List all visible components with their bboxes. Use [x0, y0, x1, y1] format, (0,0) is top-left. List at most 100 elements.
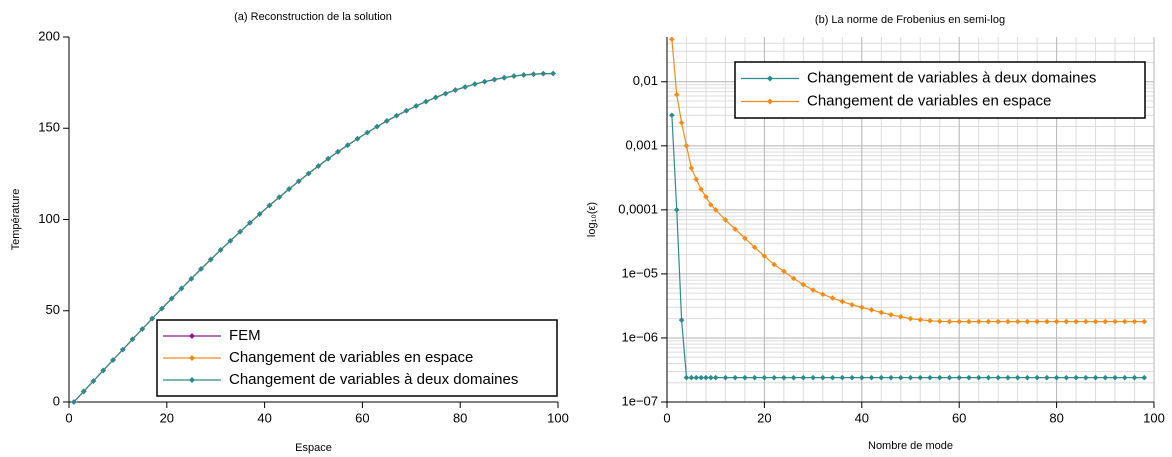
data-point [1005, 374, 1011, 381]
data-point [1073, 318, 1079, 325]
legend-marker [189, 333, 195, 339]
x-tick-label: 0 [65, 410, 72, 425]
x-tick-label: 20 [757, 410, 771, 425]
data-point [1092, 318, 1099, 325]
data-point [423, 98, 429, 105]
data-point [1102, 374, 1109, 381]
data-point [1024, 318, 1031, 325]
legend-box [156, 319, 558, 397]
data-point [286, 186, 292, 192]
legend-marker [767, 75, 773, 82]
data-point [247, 219, 253, 226]
data-point [511, 73, 517, 79]
data-point [771, 261, 777, 268]
data-point [1053, 318, 1060, 325]
data-point [1083, 374, 1089, 381]
x-tick-label: 0 [663, 410, 670, 425]
data-point [708, 201, 714, 208]
data-point [966, 374, 972, 381]
data-point [1121, 374, 1128, 381]
data-point [403, 107, 410, 114]
y-axis-label: Température [10, 189, 22, 251]
data-point [501, 74, 508, 81]
subplot: 1e−07 1e−06 1e−05 0,0001 0,001 0,01 0 20 40 60 80 1… [586, 14, 1165, 452]
x-tick-label: 60 [952, 410, 966, 425]
legend-marker [189, 355, 195, 361]
y-tick-label: 0,0001 [618, 201, 658, 216]
data-point [761, 374, 768, 381]
data-point [878, 309, 885, 316]
data-point [110, 357, 116, 363]
y-tick-label: 1e−07 [621, 393, 658, 408]
data-point [1063, 318, 1070, 325]
subplot: 0 50 100 150 200 0 20 40 60 80 100 (a) Reconstructi… [10, 11, 569, 454]
data-point [810, 374, 816, 381]
data-point [168, 295, 175, 302]
data-point [732, 226, 738, 232]
data-point [1073, 374, 1079, 381]
data-point [897, 374, 904, 381]
data-point [712, 207, 719, 213]
data-point [781, 374, 787, 381]
data-point [975, 374, 982, 381]
data-point [946, 374, 953, 381]
data-point [742, 374, 748, 381]
data-point [688, 165, 695, 171]
data-point [1112, 374, 1118, 381]
data-point [761, 253, 768, 259]
data-point [800, 374, 807, 381]
legend: Changement de variables à deux domaines C… [734, 61, 1146, 119]
data-point [703, 193, 709, 200]
data-point [432, 94, 439, 101]
data-point [936, 374, 943, 381]
data-point [985, 318, 992, 325]
data-point [946, 318, 953, 325]
data-point [849, 301, 855, 308]
data-point [374, 123, 380, 130]
data-point [790, 374, 797, 381]
data-point [995, 374, 1001, 381]
data-point [354, 135, 361, 142]
data-point [669, 112, 675, 119]
data-point [897, 313, 904, 320]
y-tick-label: 1e−05 [621, 265, 658, 280]
data-point [1083, 318, 1089, 325]
data-point [256, 211, 263, 217]
data-point [344, 142, 351, 149]
data-point [100, 367, 107, 374]
data-point [917, 374, 924, 381]
data-point [1005, 318, 1011, 325]
data-point [1044, 374, 1050, 381]
data-point [781, 268, 787, 275]
data-point [472, 81, 478, 87]
data-point [1063, 374, 1070, 381]
legend-label: Changement de variables à deux domaines [807, 69, 1096, 86]
y-tick-label: 200 [38, 28, 60, 43]
data-point [829, 295, 836, 301]
data-point [129, 336, 136, 343]
data-point [442, 90, 449, 97]
data-point [237, 228, 243, 235]
data-point [1034, 318, 1040, 325]
data-point [1131, 374, 1138, 381]
data-point [917, 317, 924, 323]
data-point [688, 374, 695, 381]
data-point [820, 374, 826, 381]
data-point [227, 238, 234, 244]
data-point [839, 374, 846, 381]
y-tick-label: 0,01 [633, 73, 658, 88]
y-tick-label: 0 [53, 393, 60, 408]
data-point [1141, 374, 1148, 381]
data-point [1024, 374, 1031, 381]
data-point [149, 315, 155, 322]
data-point [305, 170, 312, 177]
data-point [188, 276, 195, 282]
data-point [810, 287, 816, 293]
data-point [90, 378, 97, 384]
chart-title: (b) La norme de Frobenius en semi-log [815, 14, 1005, 26]
data-point [742, 235, 748, 242]
data-point [159, 305, 165, 312]
data-point [712, 374, 719, 381]
data-point [296, 178, 302, 184]
